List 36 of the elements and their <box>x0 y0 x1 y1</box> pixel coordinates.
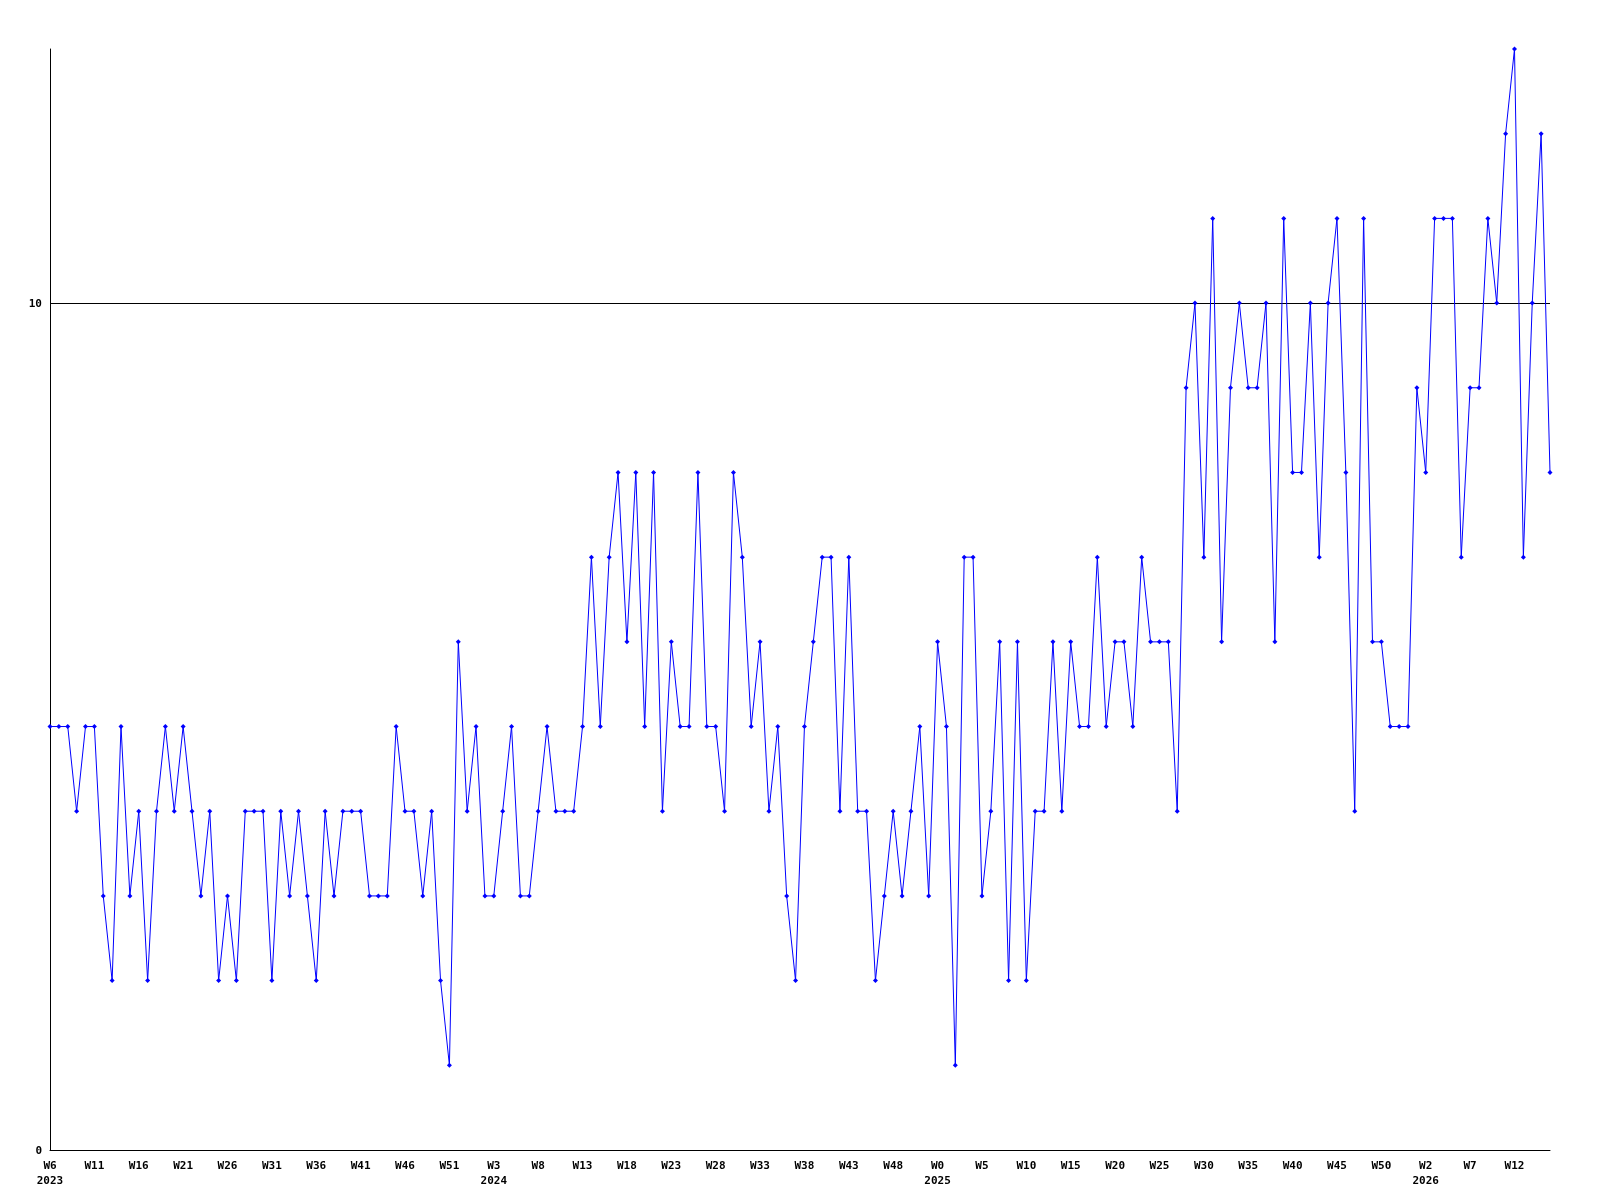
x-tick-label: W15 <box>1060 1159 1081 1172</box>
x-tick-label: W33 <box>750 1159 770 1172</box>
x-tick-label: W46 <box>395 1159 416 1172</box>
x-tick-label: W3 2024 <box>480 1159 508 1187</box>
x-tick-label: W5 <box>975 1159 989 1172</box>
x-tick-label: W51 <box>439 1159 460 1172</box>
x-tick-label: W2 2026 <box>1412 1159 1440 1187</box>
x-tick-label: W13 <box>572 1159 593 1172</box>
x-tick-label: W16 <box>128 1159 150 1172</box>
x-tick-label: W11 <box>84 1159 105 1172</box>
x-tick-label: W40 <box>1282 1159 1303 1172</box>
x-tick-label: W6 2023 <box>36 1159 64 1187</box>
y-tick-label: 10 <box>28 296 42 310</box>
x-tick-label: W36 <box>306 1159 327 1172</box>
x-tick-label: W20 <box>1105 1159 1126 1172</box>
x-tick-label: W48 <box>883 1159 904 1172</box>
x-tick-label: W8 <box>531 1159 545 1172</box>
x-tick-label: W43 <box>838 1159 859 1172</box>
x-tick-label: W25 <box>1149 1159 1170 1172</box>
x-tick-label: W50 <box>1371 1159 1392 1172</box>
x-tick-label: W23 <box>661 1159 682 1172</box>
x-tick-label: W12 <box>1504 1159 1525 1172</box>
x-tick-label: W7 <box>1463 1159 1477 1172</box>
x-tick-label: W41 <box>350 1159 371 1172</box>
x-tick-label: W31 <box>261 1159 283 1172</box>
x-tick-label: W10 <box>1016 1159 1037 1172</box>
x-tick-label: W18 <box>616 1159 637 1172</box>
x-tick-label: W28 <box>705 1159 726 1172</box>
x-tick-label: W21 <box>173 1159 194 1172</box>
x-tick-label: W38 <box>794 1159 815 1172</box>
x-tick-label: W26 <box>217 1159 238 1172</box>
x-tick-label: W35 <box>1238 1159 1259 1172</box>
x-tick-label: W30 <box>1193 1159 1214 1172</box>
x-tick-label: W0 2025 <box>924 1159 951 1187</box>
x-tick-label: W45 <box>1327 1159 1347 1172</box>
y-tick-label: 0 <box>35 1143 42 1157</box>
